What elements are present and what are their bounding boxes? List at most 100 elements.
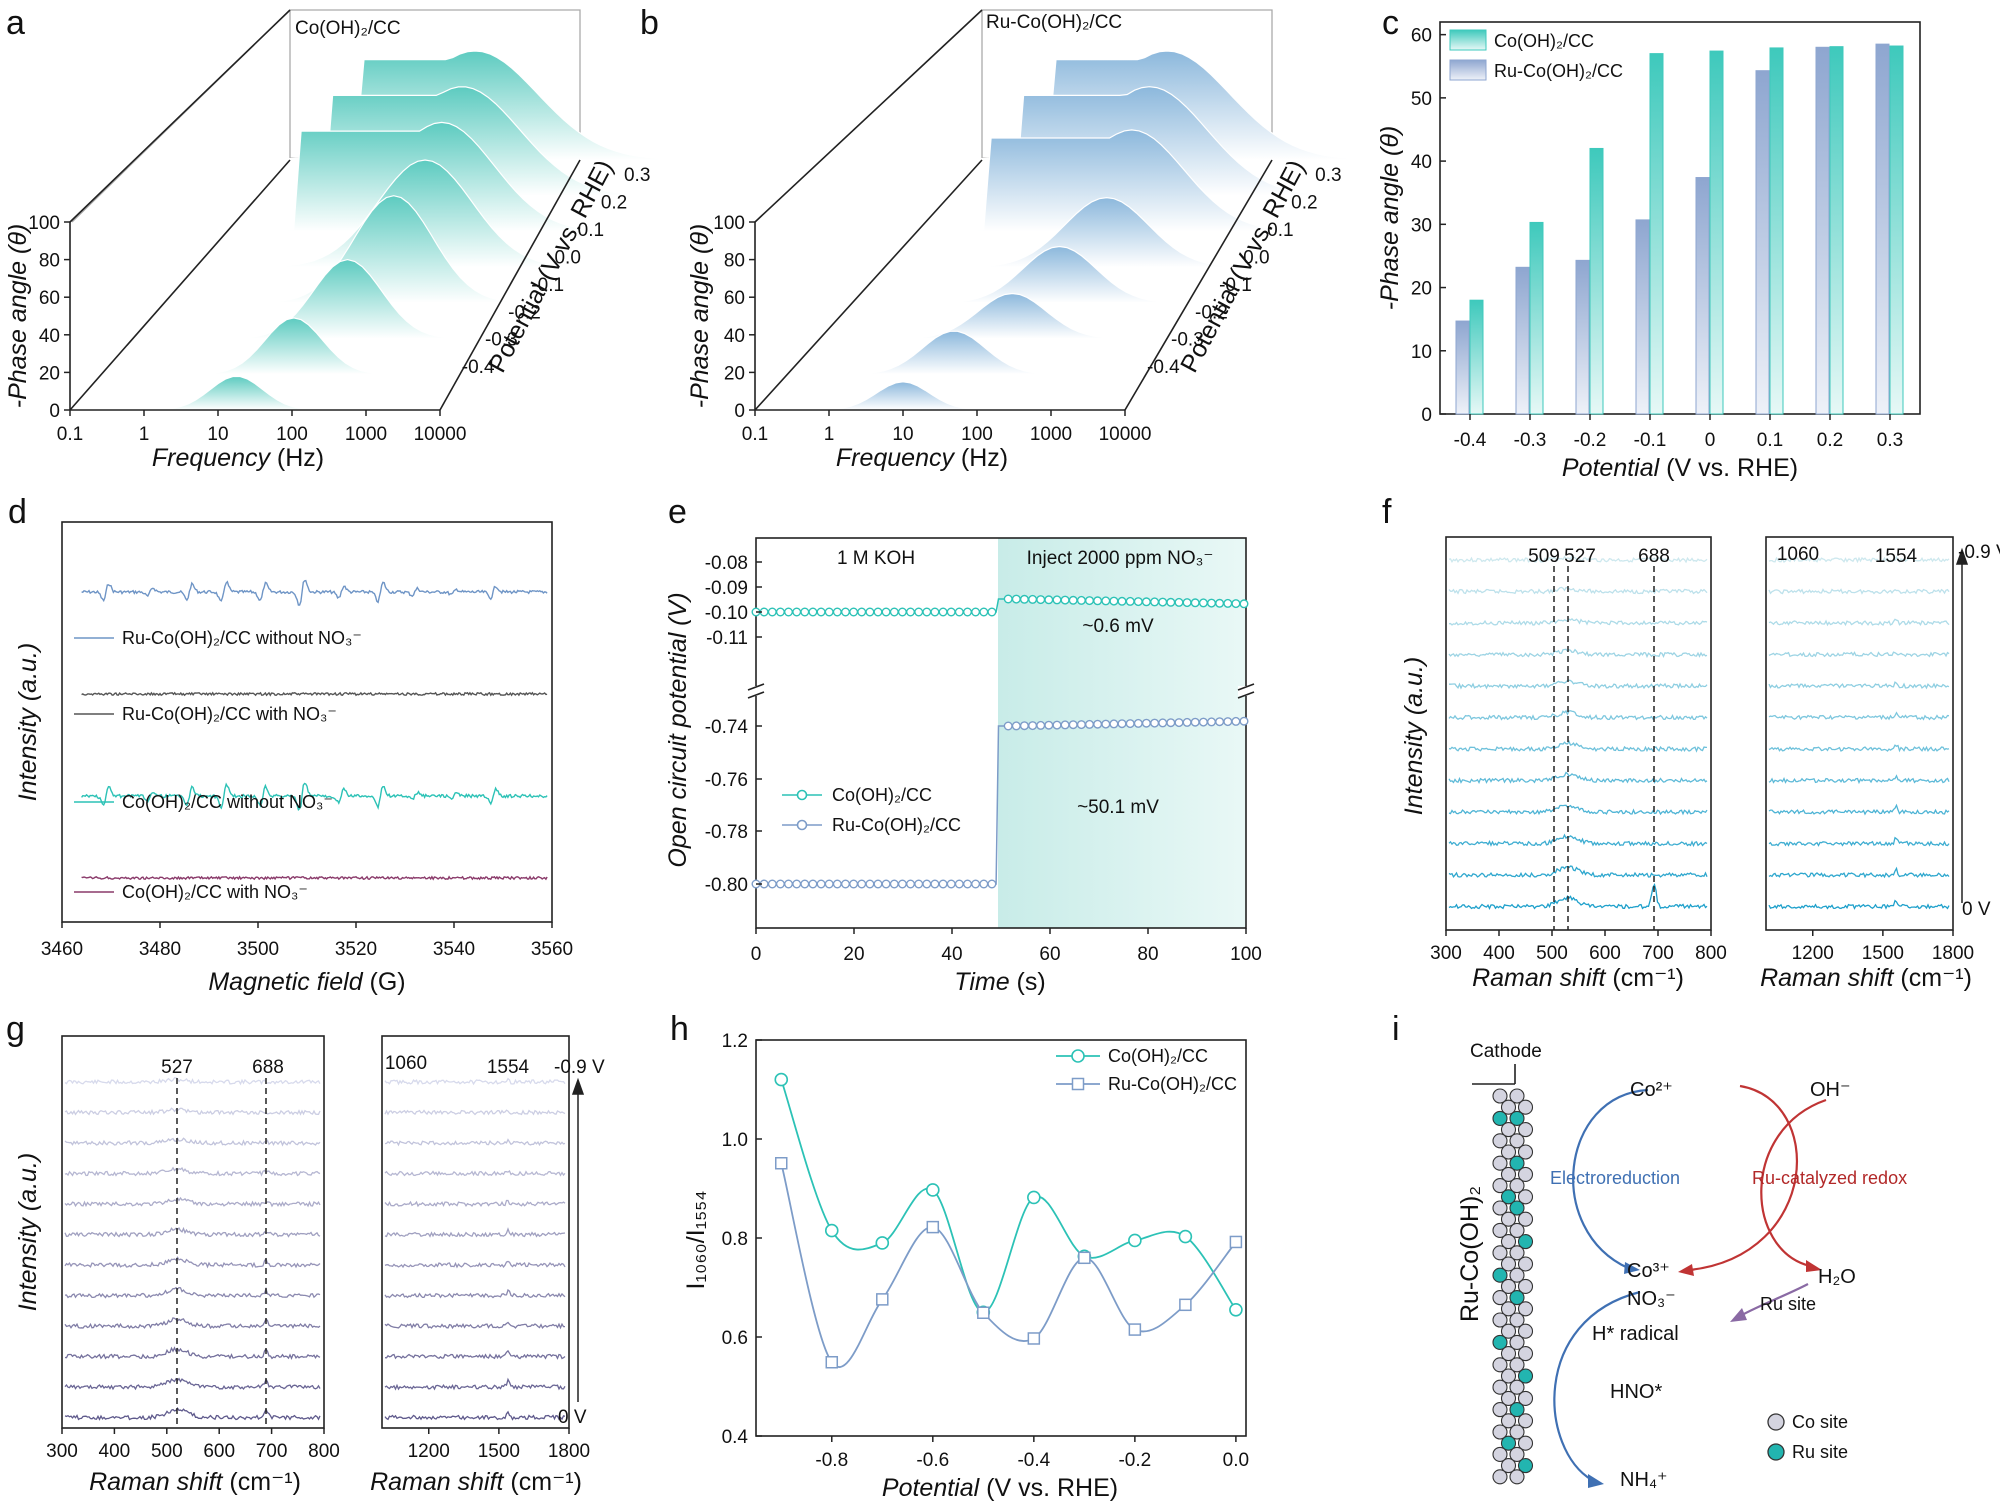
panel-e-marker	[971, 879, 981, 889]
panel-e-xtick-label: 20	[843, 944, 864, 965]
panel-b-ridge	[817, 292, 1192, 340]
panel-i-co-site	[1500, 1301, 1517, 1317]
panel-h-marker-square	[825, 1355, 839, 1369]
panel-g-peaklines	[176, 1078, 267, 1428]
panel-c-legend-label: Ru-Co(OH)₂/CC	[1494, 61, 1623, 81]
panel-f-xtick-label: 1200	[1792, 943, 1834, 964]
panel-g-spectrum	[64, 1286, 321, 1299]
panel-i-arrow-ru-site	[1739, 1283, 1809, 1317]
panel-label-g: g	[6, 1010, 25, 1048]
panel-i-co-site	[1500, 1413, 1517, 1429]
panel-i-co-site	[1517, 1301, 1534, 1317]
panel-a-xtick-label: 10000	[414, 424, 467, 445]
panel-e-legend-marker-co	[796, 789, 808, 801]
panel-b-zticks: -0.4 -0.3 -0.2 -0.1 0.0 0.1 0.2 0.3	[1147, 165, 1342, 378]
panel-e-marker	[1125, 719, 1135, 729]
panel-e-marker	[865, 607, 875, 617]
panel-g-spectrum	[64, 1107, 321, 1116]
panel-e-marker	[1215, 598, 1225, 608]
panel-i-electrode	[1492, 1088, 1534, 1485]
panel-e-marker	[1174, 718, 1184, 728]
panel-f-xtick-label: 1800	[1932, 943, 1974, 964]
panel-e-xtick-label: 100	[1230, 944, 1262, 965]
panel-i-co-site	[1492, 1446, 1508, 1462]
panel-h-legend-label: Ru-Co(OH)₂/CC	[1108, 1074, 1237, 1094]
panel-e-xtick-label: 60	[1039, 944, 1060, 965]
panel-e-marker	[767, 607, 777, 617]
panel-e-marker	[1223, 598, 1233, 608]
panel-a-zticks: -0.4 -0.3 -0.2 -0.1 0.0 0.1 0.2 0.3	[462, 165, 651, 378]
panel-c-bar	[1829, 46, 1844, 415]
panel-f-frame-right	[1765, 536, 1954, 931]
panel-b-ridges	[755, 50, 1353, 411]
panel-i-arrow-no3-reduction	[1553, 1290, 1641, 1481]
panel-i-co-site	[1492, 1379, 1508, 1395]
panel-e-marker	[1052, 720, 1062, 730]
panel-f-spectrum	[1768, 588, 1950, 595]
panel-b-xlabel-main: Frequency	[836, 444, 956, 472]
panel-e-marker	[775, 879, 785, 889]
panel-g-spectrum	[64, 1137, 321, 1147]
panel-g-xtick-label: 500	[151, 1441, 183, 1462]
panel-e-marker	[832, 879, 842, 889]
panel-e-marker	[816, 879, 826, 889]
panel-i-co-site	[1517, 1122, 1534, 1138]
panel-e-marker	[897, 879, 907, 889]
panel-g-spectrum	[384, 1377, 566, 1391]
panel-f-xtick-label: 600	[1589, 943, 1621, 964]
panel-e-ticks: -0.08 -0.09 -0.10 -0.11 -0.74 -0.76 -0.78 -0.80…	[705, 553, 1262, 965]
panel-i-co-site	[1500, 1211, 1517, 1227]
panel-e-marker	[971, 607, 981, 617]
panel-e-marker	[1150, 718, 1160, 728]
panel-g-spectrum	[384, 1321, 565, 1330]
panel-c-ytick-label: 60	[1411, 26, 1432, 47]
panel-f-spectrum	[1768, 899, 1950, 910]
panel-f-xtick-label: 1500	[1862, 943, 1904, 964]
panel-e-marker	[824, 879, 834, 889]
panel-e-marker	[1060, 720, 1070, 730]
panel-i-co-site	[1509, 1357, 1525, 1373]
panel-e-marker	[922, 879, 932, 889]
panel-h-marker-square	[1078, 1251, 1091, 1265]
panel-i-co-site	[1509, 1088, 1525, 1104]
panel-d-xtick-label: 3560	[531, 939, 573, 960]
panel-i-co-site	[1517, 1211, 1534, 1227]
panel-f-peak-509: 509	[1528, 546, 1560, 567]
panel-a-ytick-label: 20	[39, 363, 60, 384]
panel-g-xtick-label: 400	[99, 1441, 131, 1462]
panel-h-marker-square	[926, 1220, 940, 1234]
panel-i-co-site	[1517, 1390, 1534, 1406]
panel-a-yticks: 0 20 40 60 80 100	[28, 213, 70, 422]
panel-b-ztick-label: 0.3	[1315, 165, 1341, 186]
panel-e-marker	[1036, 720, 1046, 730]
panel-f-spectrum	[1768, 681, 1950, 690]
panel-h-xtick-label: -0.4	[1017, 1450, 1050, 1471]
panel-e-marker	[775, 607, 785, 617]
panel-d-legend: Ru-Co(OH)₂/CC without NO₃⁻ Ru-Co(OH)₂/CC …	[74, 628, 362, 902]
panel-e-marker	[1182, 717, 1192, 727]
panel-f-spectrum	[1768, 774, 1950, 785]
panel-b: Ru-Co(OH)₂/CC 0 20 40 60 80 100 0.1 1 10 100 1000…	[686, 9, 1353, 472]
panel-e-marker	[808, 879, 818, 889]
panel-label-c: c	[1382, 4, 1399, 42]
panel-f-xtick-label: 700	[1642, 943, 1674, 964]
panel-g-xtick-label: 800	[308, 1441, 340, 1462]
panel-e-ytick-label: -0.80	[705, 875, 748, 896]
panel-d-frame	[61, 521, 553, 923]
panel-d-xtick-label: 3520	[335, 939, 377, 960]
panel-i-co-site	[1500, 1368, 1517, 1384]
panel-a-ytick-label: 0	[49, 401, 60, 422]
panel-e-marker	[1150, 597, 1160, 607]
panel-e-delta-bottom: ~50.1 mV	[1077, 797, 1159, 818]
panel-b-xtick-label: 100	[961, 424, 993, 445]
panel-e-marker	[1101, 719, 1111, 729]
panel-e-legend-marker-ru	[796, 819, 808, 831]
panel-h-marker-square	[1027, 1332, 1041, 1345]
panel-a-ridge	[130, 258, 505, 340]
panel-h-series	[774, 1072, 1243, 1369]
panel-b-ridge	[755, 381, 1125, 411]
panel-f-xlabel-left-unit: (cm⁻¹)	[1605, 964, 1683, 992]
panel-e-marker	[914, 879, 924, 889]
panel-e-marker	[1223, 717, 1233, 727]
panel-e-marker	[1215, 717, 1225, 727]
